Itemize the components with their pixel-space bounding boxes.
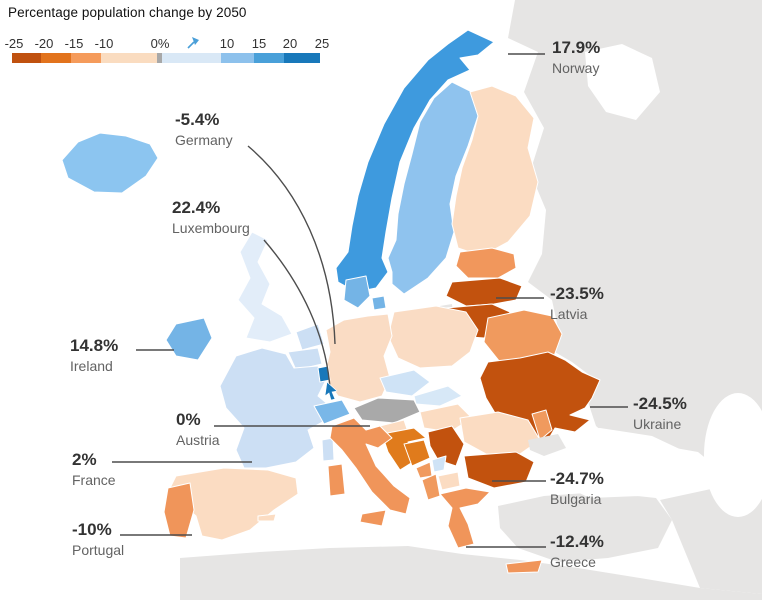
legend-swatch (71, 53, 101, 63)
country-serbia[interactable] (427, 425, 465, 467)
chart-title: Percentage population change by 2050 (8, 5, 247, 20)
country-ireland[interactable] (165, 317, 213, 361)
legend-tick: 0% (150, 36, 170, 51)
country-poland[interactable] (387, 305, 479, 369)
callout-country: Germany (175, 131, 233, 148)
callout-value: -5.4% (175, 110, 220, 129)
country-denmark[interactable] (343, 275, 371, 309)
country-uk[interactable] (237, 231, 293, 343)
callout-country: Ireland (70, 357, 113, 374)
callout-value: 0% (176, 410, 201, 429)
landmass-north-africa (180, 546, 762, 600)
callout-country: Bulgaria (550, 490, 602, 507)
callout-country: Ukraine (633, 415, 682, 432)
callout-bulgaria: -24.7% Bulgaria (550, 469, 604, 507)
callout-luxembourg: 22.4% Luxembourg (172, 198, 250, 236)
country-switzerland[interactable] (313, 399, 351, 425)
landmass-turkey (498, 492, 672, 562)
callout-norway: 17.9% Norway (552, 38, 600, 76)
country-italy-sicily[interactable] (359, 509, 387, 527)
landmass-crimea (528, 434, 566, 456)
cursor-icon (186, 35, 202, 51)
country-greece[interactable] (439, 487, 491, 549)
legend-swatch (162, 53, 221, 63)
callout-country: Luxembourg (172, 219, 250, 236)
legend-color-scale (12, 53, 320, 63)
country-belgium[interactable] (287, 347, 323, 371)
callout-country: Norway (552, 59, 600, 76)
legend-swatch (221, 53, 254, 63)
callout-value: -24.7% (550, 469, 604, 488)
callout-ireland: 14.8% Ireland (70, 336, 118, 374)
leader-luxembourg (263, 239, 331, 389)
country-france[interactable] (219, 347, 331, 469)
callout-value: 2% (72, 450, 97, 469)
callout-austria: 0% Austria (176, 410, 220, 448)
callout-value: -12.4% (550, 532, 604, 551)
country-denmark[interactable] (371, 295, 387, 311)
legend-tick: 20 (282, 36, 298, 51)
country-luxembourg[interactable] (317, 365, 331, 383)
legend-tick: 10 (219, 36, 235, 51)
country-albania[interactable] (421, 473, 441, 501)
legend-swatch (12, 53, 41, 63)
country-italy[interactable] (329, 417, 411, 515)
legend-tick: -10 (94, 36, 114, 51)
callout-country: Greece (550, 553, 596, 570)
country-macedonia[interactable] (437, 471, 461, 491)
callout-value: 14.8% (70, 336, 119, 355)
callout-value: 22.4% (172, 198, 221, 217)
callout-latvia: -23.5% Latvia (550, 284, 604, 322)
country-iceland[interactable] (61, 132, 159, 194)
legend-swatch (284, 53, 320, 63)
country-moldova[interactable] (531, 409, 553, 441)
country-greece-crete[interactable] (505, 559, 543, 574)
legend-tick: -20 (34, 36, 54, 51)
legend: -25 -20 -15 -10 0% 10 15 20 25 (0, 30, 345, 66)
luxembourg-cursor-pin-icon (324, 381, 338, 401)
country-czechia[interactable] (379, 369, 431, 397)
landmass-russia (508, 0, 762, 478)
callout-value: -10% (72, 520, 112, 539)
callout-country: France (72, 471, 116, 488)
legend-tick: -25 (4, 36, 24, 51)
leader-germany (247, 145, 336, 345)
callout-value: -23.5% (550, 284, 604, 303)
country-portugal[interactable] (163, 482, 195, 539)
callout-value: 17.9% (552, 38, 601, 57)
country-italy-sardinia[interactable] (327, 463, 346, 497)
callout-ukraine: -24.5% Ukraine (633, 394, 687, 432)
country-bosnia[interactable] (403, 439, 431, 467)
country-corsica[interactable] (321, 437, 335, 462)
callout-country: Portugal (72, 541, 125, 558)
callout-greece: -12.4% Greece (550, 532, 604, 570)
legend-tick: 15 (251, 36, 267, 51)
caspian-sea (704, 393, 762, 517)
country-estonia[interactable] (455, 247, 517, 279)
legend-swatch-zero (157, 53, 162, 63)
black-sea (540, 428, 686, 498)
legend-swatch (101, 53, 157, 63)
callout-germany: -5.4% Germany (175, 110, 233, 148)
leader-lines (112, 53, 628, 548)
country-latvia[interactable] (445, 277, 523, 307)
legend-swatch (254, 53, 284, 63)
callout-portugal: -10% Portugal (72, 520, 124, 558)
country-kosovo[interactable] (431, 455, 447, 473)
legend-tick: -15 (64, 36, 84, 51)
callout-country: Latvia (550, 305, 588, 322)
legend-tick: 25 (314, 36, 330, 51)
callout-country: Austria (176, 431, 220, 448)
country-sweden[interactable] (387, 81, 479, 295)
callout-france: 2% France (72, 450, 116, 488)
country-bulgaria[interactable] (463, 451, 535, 489)
callout-value: -24.5% (633, 394, 687, 413)
white-sea (585, 44, 660, 120)
country-norway[interactable] (335, 29, 495, 293)
country-spain-balearics[interactable] (257, 513, 277, 522)
legend-swatch (41, 53, 71, 63)
